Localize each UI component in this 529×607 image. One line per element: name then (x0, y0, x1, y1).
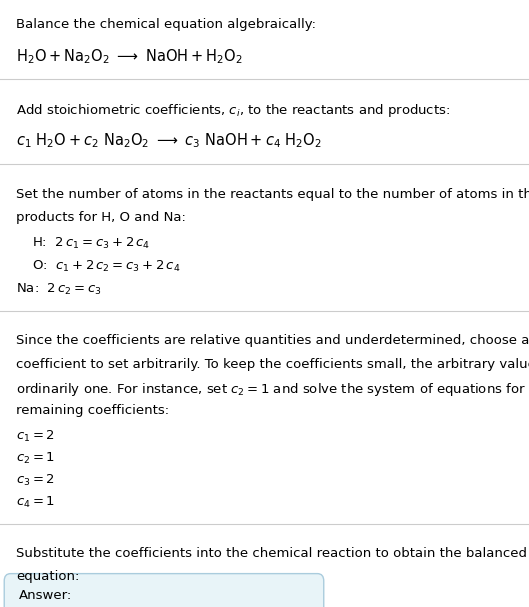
Text: $\mathregular{H_2O + Na_2O_2}\ \longrightarrow\ \mathregular{NaOH + H_2O_2}$: $\mathregular{H_2O + Na_2O_2}\ \longrigh… (16, 47, 243, 66)
Text: Answer:: Answer: (19, 589, 72, 602)
Text: Since the coefficients are relative quantities and underdetermined, choose a: Since the coefficients are relative quan… (16, 334, 529, 347)
Text: equation:: equation: (16, 570, 79, 583)
Text: $c_2 = 1$: $c_2 = 1$ (16, 451, 55, 466)
Text: Set the number of atoms in the reactants equal to the number of atoms in the: Set the number of atoms in the reactants… (16, 188, 529, 200)
Text: $c_1 = 2$: $c_1 = 2$ (16, 429, 55, 444)
Text: Na:  $2\,c_2 = c_3$: Na: $2\,c_2 = c_3$ (16, 282, 102, 297)
Text: Substitute the coefficients into the chemical reaction to obtain the balanced: Substitute the coefficients into the che… (16, 547, 527, 560)
Text: ordinarily one. For instance, set $c_2 = 1$ and solve the system of equations fo: ordinarily one. For instance, set $c_2 =… (16, 381, 529, 398)
FancyBboxPatch shape (4, 574, 324, 607)
Text: remaining coefficients:: remaining coefficients: (16, 404, 169, 416)
Text: O:  $c_1 + 2\,c_2 = c_3 + 2\,c_4$: O: $c_1 + 2\,c_2 = c_3 + 2\,c_4$ (32, 259, 180, 274)
Text: $c_3 = 2$: $c_3 = 2$ (16, 473, 55, 488)
Text: H:  $2\,c_1 = c_3 + 2\,c_4$: H: $2\,c_1 = c_3 + 2\,c_4$ (32, 236, 150, 251)
Text: coefficient to set arbitrarily. To keep the coefficients small, the arbitrary va: coefficient to set arbitrarily. To keep … (16, 358, 529, 370)
Text: products for H, O and Na:: products for H, O and Na: (16, 211, 186, 223)
Text: $c_4 = 1$: $c_4 = 1$ (16, 495, 55, 510)
Text: Add stoichiometric coefficients, $c_i$, to the reactants and products:: Add stoichiometric coefficients, $c_i$, … (16, 102, 450, 119)
Text: $c_1\ \mathregular{H_2O} + c_2\ \mathregular{Na_2O_2}\ \longrightarrow\ c_3\ \ma: $c_1\ \mathregular{H_2O} + c_2\ \mathreg… (16, 131, 322, 150)
Text: Balance the chemical equation algebraically:: Balance the chemical equation algebraica… (16, 18, 316, 31)
